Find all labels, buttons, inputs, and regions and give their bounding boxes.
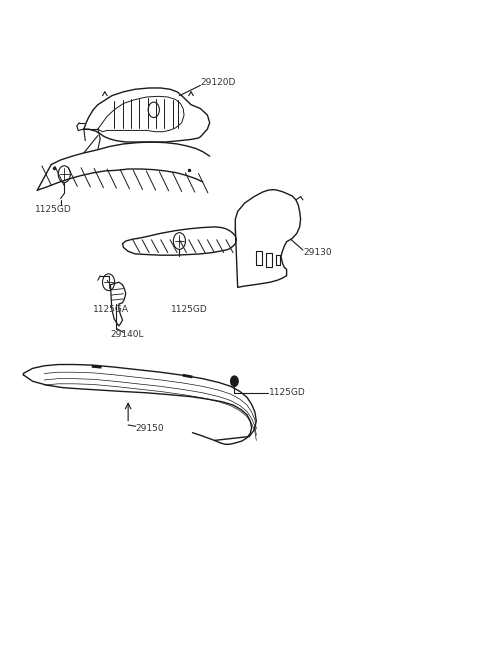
Circle shape [231,376,238,386]
Text: 1125GA: 1125GA [93,305,129,313]
Text: 29120D: 29120D [200,78,236,87]
Text: 1125GD: 1125GD [35,205,72,214]
Text: 29130: 29130 [303,248,332,257]
Text: 29140L: 29140L [110,330,144,340]
Text: 1125GD: 1125GD [269,388,306,397]
Text: 29150: 29150 [135,424,164,433]
Text: 1125GD: 1125GD [171,305,208,313]
